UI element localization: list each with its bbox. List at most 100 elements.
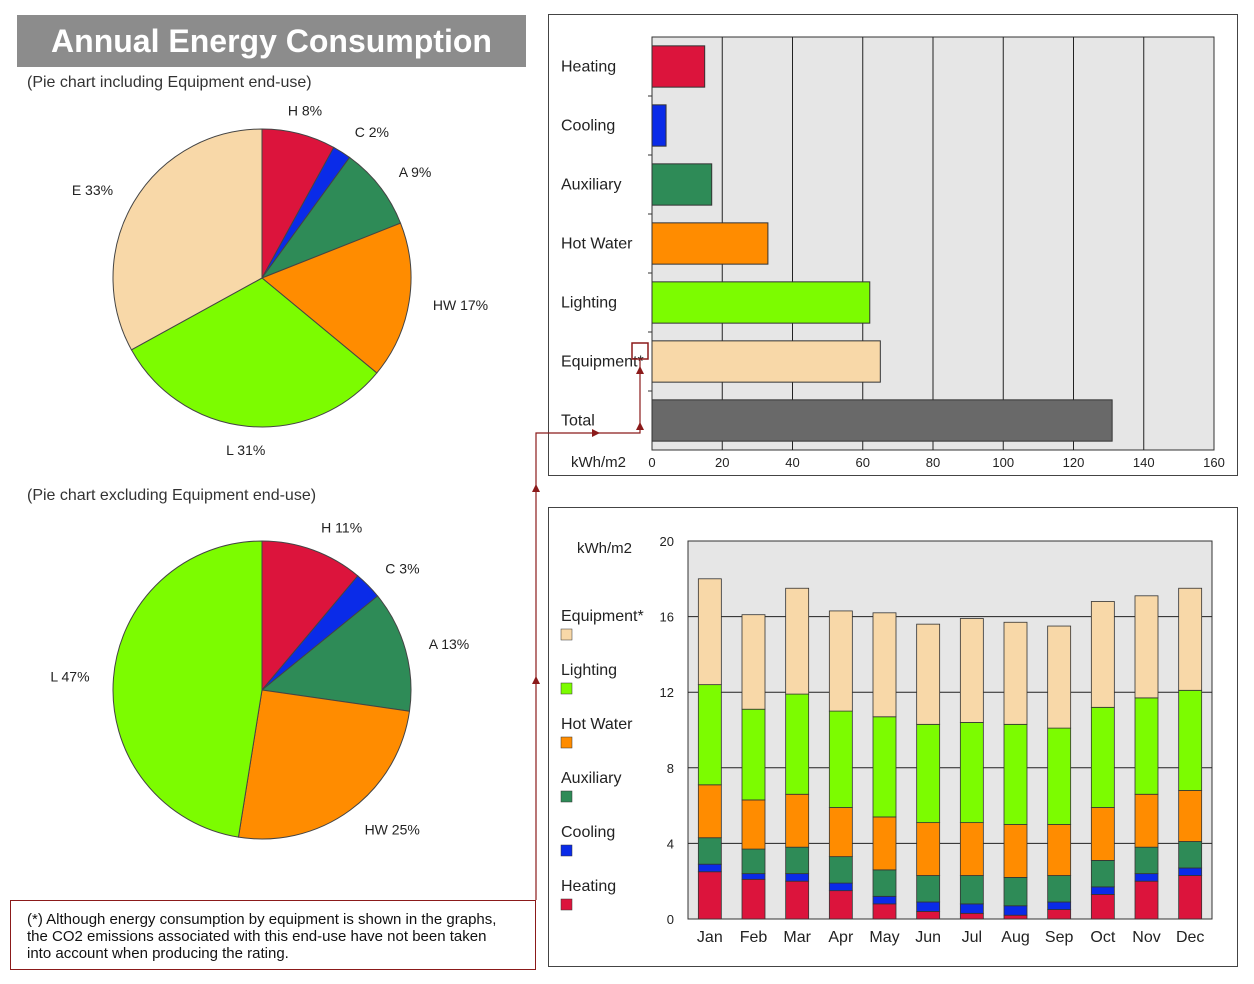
monthly-legend-swatch-heating (560, 898, 573, 911)
annual-category-label-equipment: Equipment* (561, 354, 644, 371)
monthly-x-label-apr: Apr (828, 929, 854, 946)
monthly-bar-nov-equipment (1134, 595, 1159, 699)
monthly-bar-oct-heating (1090, 894, 1115, 920)
monthly-bar-dec-lighting (1178, 689, 1203, 791)
monthly-bar-mar-heating (785, 880, 810, 920)
monthly-bar-aug-auxiliary (1003, 877, 1028, 907)
monthly-x-label-jul: Jul (962, 929, 982, 946)
pie-bottom-caption: (Pie chart excluding Equipment end-use) (27, 487, 317, 504)
monthly-bar-panel: 0 4 8 12 16 20 kWh/m2 Jan Feb Mar Apr May Jun Jul Aug S… (548, 507, 1238, 967)
monthly-bar-mar-equipment (785, 587, 810, 695)
monthly-bar-jul-hot-water (959, 822, 984, 876)
annual-x-tick-100: 100 (992, 455, 1014, 470)
monthly-bar-may-auxiliary (872, 869, 897, 897)
monthly-bar-aug-equipment (1003, 621, 1028, 725)
monthly-legend-label-cooling: Cooling (561, 824, 615, 841)
annual-category-label-cooling: Cooling (561, 118, 615, 135)
monthly-legend-swatch-equipment (560, 628, 573, 641)
monthly-bar-jun-auxiliary (916, 875, 941, 903)
monthly-bar-jun-cooling (916, 901, 941, 912)
monthly-legend-swatch-auxiliary (560, 790, 573, 803)
monthly-bar-dec-equipment (1178, 587, 1203, 691)
monthly-bar-jul-cooling (959, 903, 984, 914)
monthly-y-tick-20: 20 (660, 534, 674, 549)
monthly-bar-sep-equipment (1047, 625, 1072, 729)
annual-x-tick-60: 60 (856, 455, 870, 470)
monthly-bar-nov-heating (1134, 880, 1159, 920)
annual-x-tick-160: 160 (1203, 455, 1225, 470)
annual-category-label-total: Total (561, 413, 595, 430)
monthly-bar-apr-hot-water (828, 807, 853, 858)
annual-bar-panel: 0 20 40 60 80 100 120 140 160 Heating Cooling Auxil… (548, 14, 1238, 476)
annual-x-tick-140: 140 (1133, 455, 1155, 470)
footnote-line-1: (*) Although energy consumption by equip… (27, 911, 497, 928)
annual-bar-heating (651, 45, 706, 88)
monthly-bar-jan-hot-water (697, 784, 722, 839)
monthly-bar-nov-auxiliary (1134, 846, 1159, 875)
pie-top-label-c-2: C 2% (355, 124, 389, 140)
monthly-legend-label-heating: Heating (561, 878, 616, 895)
pie-bottom-label-a-13: A 13% (429, 636, 469, 652)
annual-bar-hot-water (651, 222, 769, 265)
monthly-bar-jul-auxiliary (959, 875, 984, 905)
annual-bar-lighting (651, 281, 871, 324)
monthly-x-label-oct: Oct (1090, 929, 1115, 946)
annual-end-use-bar-chart: 0 20 40 60 80 100 120 140 160 Heating Cooling Auxil… (561, 36, 1225, 471)
monthly-bar-aug-heating (1003, 914, 1028, 920)
annual-x-tick-40: 40 (785, 455, 799, 470)
monthly-bar-oct-hot-water (1090, 807, 1115, 861)
monthly-y-tick-0: 0 (667, 912, 674, 927)
monthly-bar-jul-heating (959, 912, 984, 920)
monthly-bar-feb-hot-water (741, 799, 766, 850)
monthly-legend-swatch-hot-water (560, 736, 573, 749)
annual-bar-equipment (651, 340, 881, 383)
monthly-bar-jun-lighting (916, 723, 941, 824)
pie-bottom-slice-hw-25 (237, 689, 411, 840)
monthly-y-tick-8: 8 (667, 761, 674, 776)
monthly-bar-dec-auxiliary (1178, 841, 1203, 869)
pie-top-label-l-31: L 31% (226, 442, 265, 458)
monthly-y-tick-12: 12 (660, 685, 674, 700)
monthly-bar-jan-lighting (697, 684, 722, 786)
monthly-bar-oct-cooling (1090, 886, 1115, 895)
connector-arrow-2 (532, 484, 540, 492)
monthly-bar-jan-equipment (697, 578, 722, 686)
monthly-x-label-mar: Mar (783, 929, 811, 946)
monthly-bar-apr-auxiliary (828, 856, 853, 884)
monthly-bar-jan-cooling (697, 863, 722, 873)
pie-bottom-label-c-3: C 3% (385, 561, 419, 577)
monthly-bar-sep-heating (1047, 909, 1072, 920)
monthly-bar-jun-equipment (916, 623, 941, 725)
monthly-bar-mar-hot-water (785, 793, 810, 848)
footnote-line-3: into account when producing the rating. (27, 945, 289, 962)
monthly-bar-sep-cooling (1047, 901, 1072, 910)
monthly-bar-sep-hot-water (1047, 824, 1072, 876)
monthly-bar-mar-lighting (785, 693, 810, 795)
monthly-legend-label-equipment: Equipment* (561, 608, 644, 625)
pie-top-label-e-33: E 33% (72, 182, 113, 198)
annual-x-axis-unit: kWh/m2 (571, 454, 626, 471)
monthly-bar-feb-lighting (741, 708, 766, 801)
monthly-bar-aug-cooling (1003, 905, 1028, 916)
pie-bottom-label-h-11: H 11% (321, 519, 362, 535)
annual-x-tick-20: 20 (715, 455, 729, 470)
monthly-x-label-may: May (869, 929, 899, 946)
pie-top-caption: (Pie chart including Equipment end-use) (27, 74, 312, 91)
monthly-bar-apr-cooling (828, 882, 853, 892)
monthly-bar-apr-heating (828, 890, 853, 920)
annual-category-label-auxiliary: Auxiliary (561, 177, 621, 194)
monthly-bar-dec-heating (1178, 875, 1203, 920)
pie-top-slice-l-31 (130, 277, 378, 428)
monthly-bar-mar-cooling (785, 873, 810, 882)
monthly-x-label-aug: Aug (1001, 929, 1029, 946)
pie-bottom-slice-h-11 (261, 540, 359, 692)
footnote-line-2: the CO2 emissions associated with this e… (27, 928, 487, 945)
monthly-bar-jun-heating (916, 911, 941, 920)
monthly-bar-feb-auxiliary (741, 848, 766, 875)
pie-top-label-a-9: A 9% (399, 164, 432, 180)
monthly-bar-may-hot-water (872, 816, 897, 871)
monthly-x-label-jan: Jan (697, 929, 723, 946)
monthly-bar-may-heating (872, 903, 897, 920)
annual-bar-cooling (651, 104, 667, 147)
monthly-bar-oct-lighting (1090, 706, 1115, 808)
